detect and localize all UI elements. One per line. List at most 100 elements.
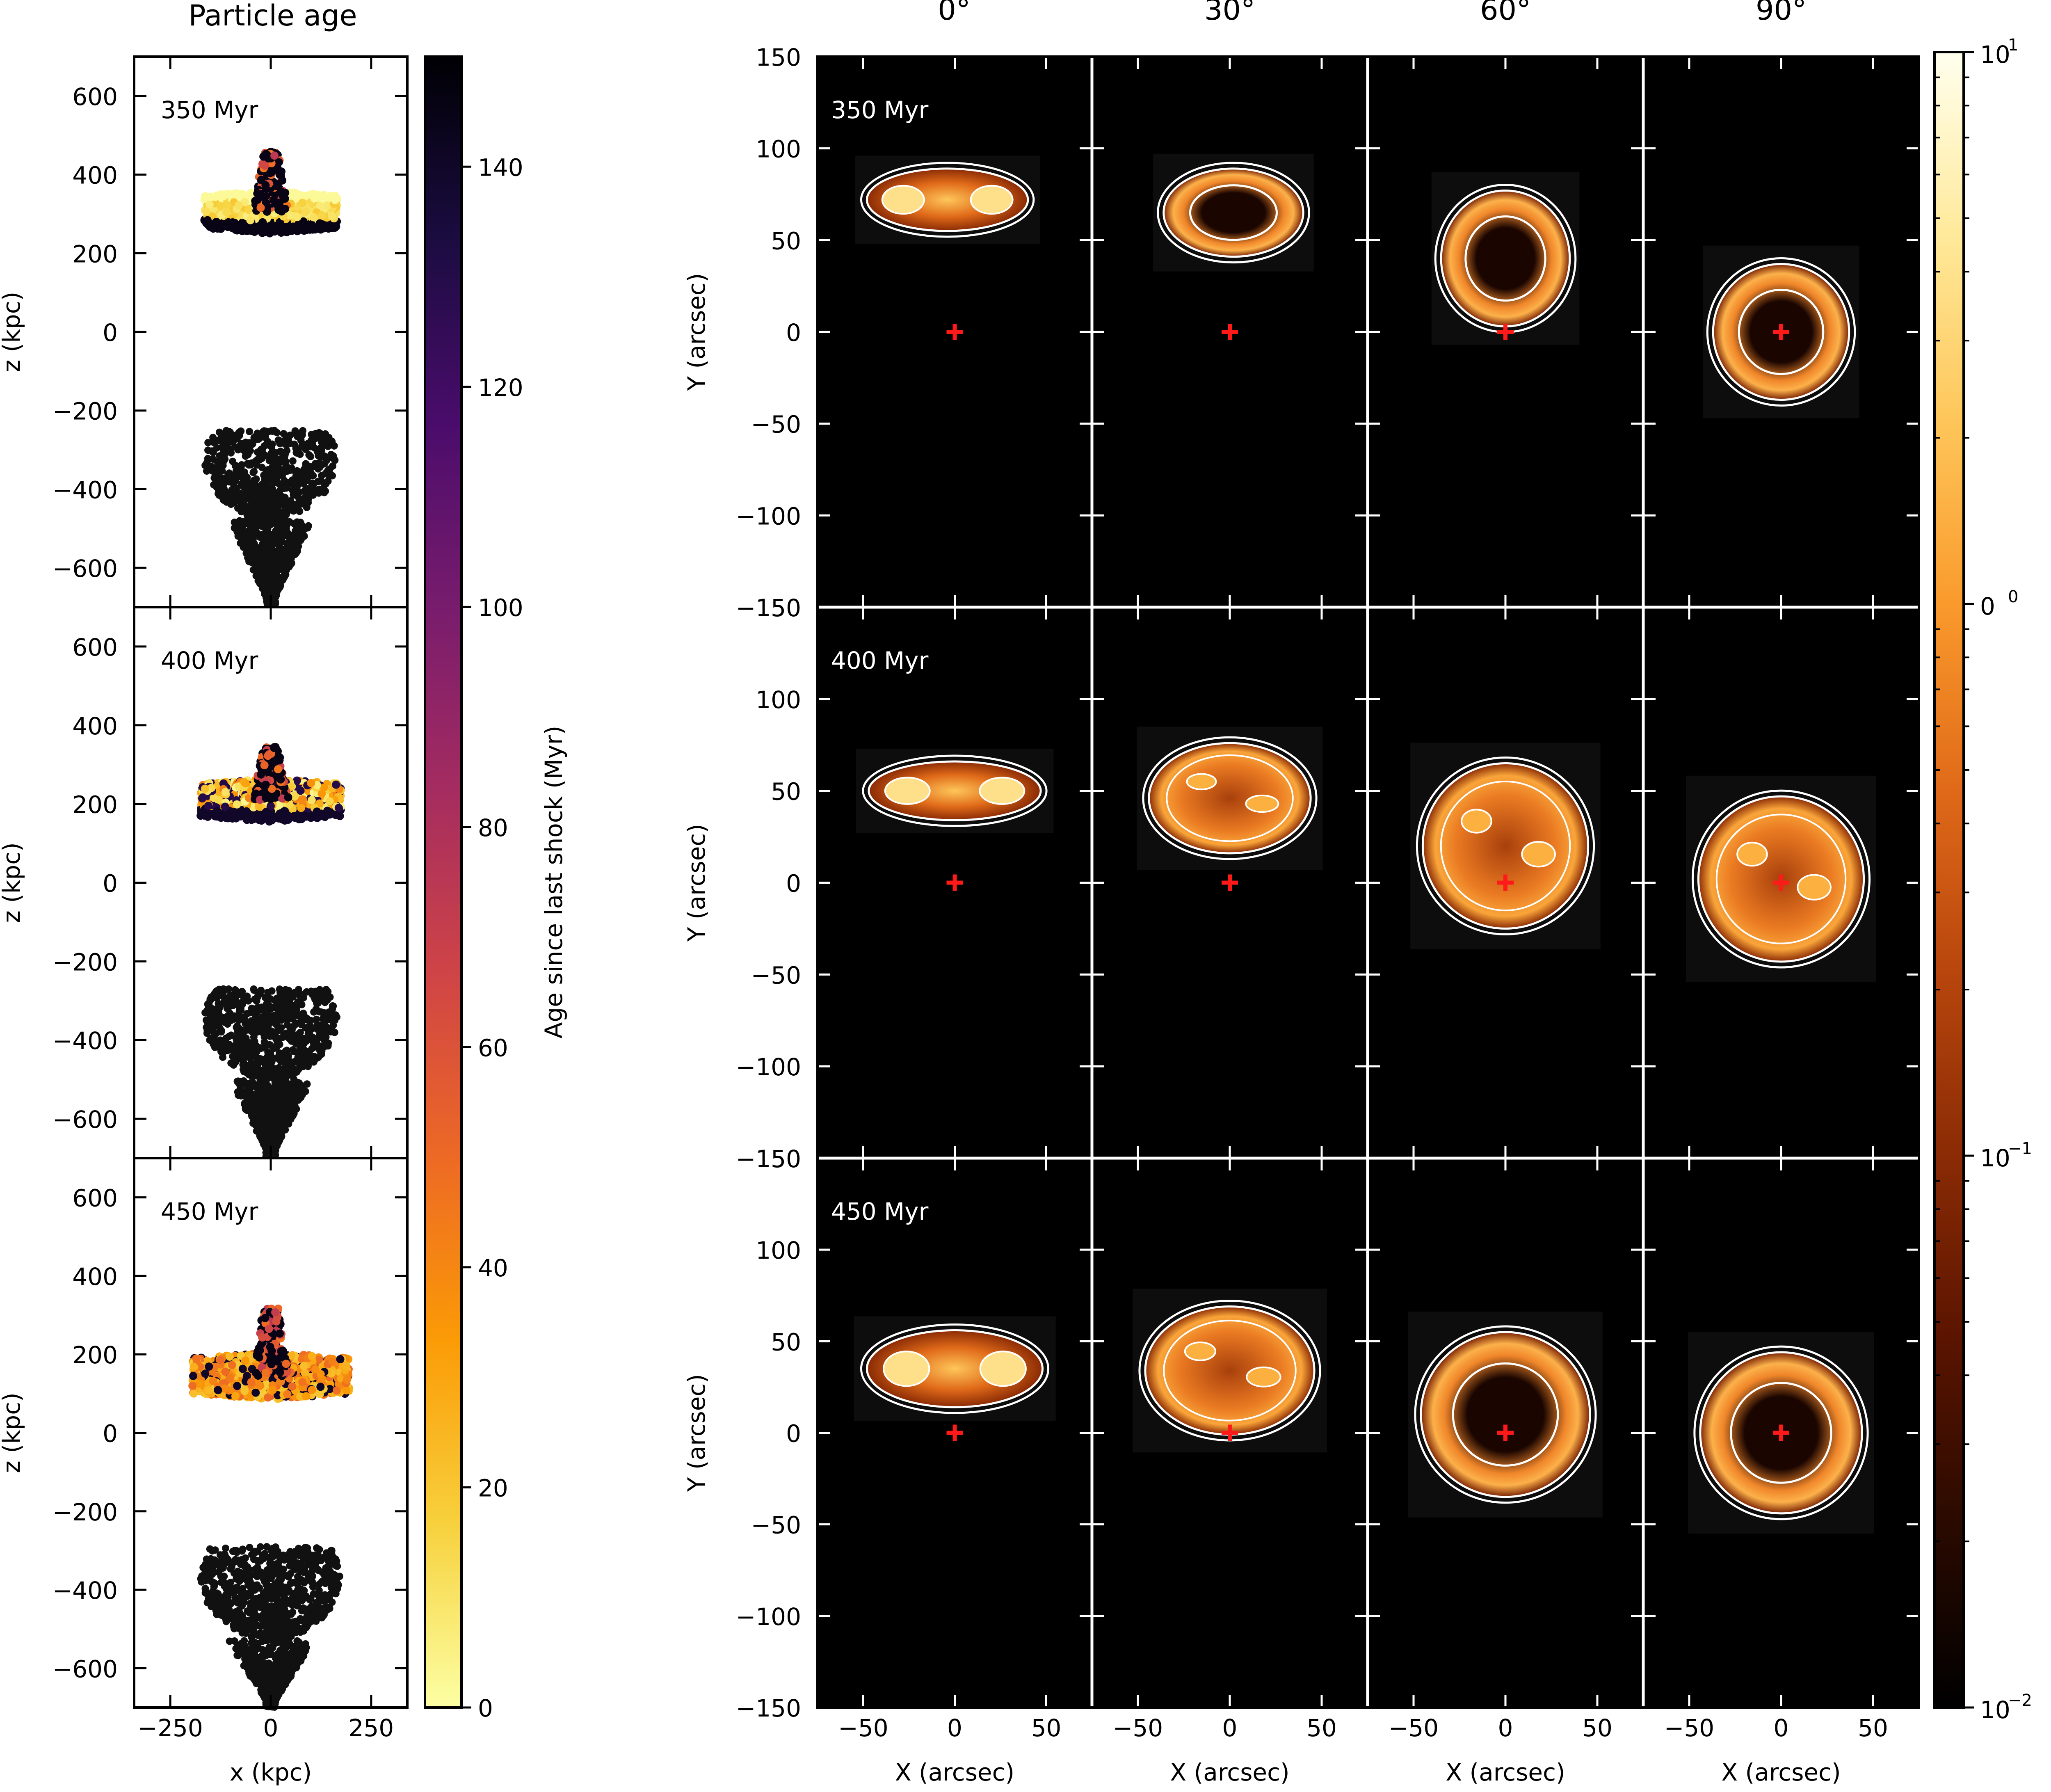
age-panel-1: 400 Myr 600 400 200 0 −200 −400 −600 z (kpc): [0, 606, 409, 1162]
y-tick-label: 100: [756, 686, 801, 714]
x-tick-label: 250: [348, 1714, 394, 1742]
contour-mid: [1440, 780, 1571, 912]
brightness-tick-exponent: −2: [2008, 1691, 2032, 1710]
map-panel-label: 400 Myr: [831, 647, 929, 674]
y-tick-label: −150: [736, 1694, 801, 1722]
y-tick-label: 100: [756, 1237, 801, 1264]
y-tick-label: −150: [736, 594, 801, 622]
y-tick-label: 600: [72, 83, 118, 111]
y-tick-label: −600: [53, 1655, 118, 1683]
x-axis-label: X (arcsec): [1170, 1758, 1289, 1786]
x-tick-label: 50: [1306, 1714, 1337, 1742]
age-colorbar-tick-label: 60: [478, 1034, 508, 1062]
contour-inner: [1464, 215, 1546, 302]
hotspot: [979, 1351, 1027, 1387]
source-emission: [1421, 762, 1590, 930]
y-tick-label: −600: [53, 1106, 118, 1134]
y-tick-label: 400: [72, 712, 118, 740]
brightness-tick-exponent: 1: [2008, 36, 2018, 55]
age-colorbar-tick-label: 40: [478, 1254, 508, 1282]
y-tick-label: 50: [771, 778, 801, 806]
hotspot: [884, 777, 931, 805]
contour-outer: [1416, 757, 1595, 935]
source-emission: [868, 760, 1042, 821]
contour-inner: [1189, 184, 1278, 241]
upper-lobe-particles: [200, 147, 341, 238]
map-panel-r1-c0: 400 Myr: [818, 606, 1092, 1159]
map-panel-r2-c3: [1643, 1157, 1919, 1709]
contour-outer: [860, 1323, 1050, 1414]
y-tick-label: 150: [756, 1145, 801, 1173]
core-marker: [1222, 874, 1238, 891]
x-tick-label: 50: [1031, 1714, 1062, 1742]
core-marker: [1222, 1424, 1238, 1441]
lower-lobe-particles: [201, 427, 339, 611]
y-tick-label: 600: [72, 1184, 118, 1212]
map-panel-r2-c2: [1368, 1157, 1643, 1709]
y-axis-label: Y (arcsec): [683, 273, 710, 391]
y-tick-label: 400: [72, 1263, 118, 1291]
y-tick-label: −50: [751, 961, 801, 989]
y-tick-label: 150: [756, 594, 801, 622]
age-panel-label: 350 Myr: [161, 96, 258, 124]
map-panel-label: 350 Myr: [831, 96, 929, 124]
x-tick-label: −50: [1113, 1714, 1163, 1742]
map-panel-r1-c2: [1368, 606, 1643, 1159]
y-tick-label: 200: [72, 791, 118, 819]
y-tick-label: −50: [751, 411, 801, 439]
y-tick-label: 0: [786, 319, 801, 347]
core-marker: [1773, 324, 1789, 340]
y-tick-label: −200: [53, 398, 118, 425]
x-axis-label: X (arcsec): [1446, 1758, 1565, 1786]
y-tick-label: −600: [53, 555, 118, 583]
age-panel-label: 400 Myr: [161, 647, 258, 674]
particle-age-column: 350 Myr 600 400 200 0 −200 −400 −600 z (kpc) 400 …: [0, 55, 409, 1786]
brightness-tick-base: 10: [1980, 1144, 2010, 1172]
hotspot: [1797, 874, 1832, 901]
y-tick-label: −100: [736, 1603, 801, 1631]
core-marker: [946, 324, 963, 340]
x-tick-label: 50: [1858, 1714, 1888, 1742]
source-emission: [866, 167, 1029, 232]
source-emission: [1163, 167, 1304, 258]
age-colorbar: 0 20 40 60 80 100 120 140 Age since last shock (…: [424, 55, 568, 1722]
core-marker: [1773, 874, 1789, 891]
contour-mid: [1715, 814, 1847, 944]
age-panel-label: 450 Myr: [161, 1198, 258, 1225]
hotspot: [1184, 1342, 1216, 1361]
age-colorbar-tick-label: 20: [478, 1474, 508, 1502]
contour-outer: [860, 162, 1035, 238]
y-tick-label: 0: [103, 1420, 118, 1448]
grid-frame: [816, 55, 1920, 1709]
lower-lobe-particles: [201, 985, 340, 1162]
column-title-30: 30°: [1204, 0, 1255, 27]
source-emission: [1144, 1305, 1316, 1436]
age-panel-2: 450 Myr 600 400 200 0 −200 −400 −600 z (kpc): [0, 1157, 409, 1711]
hotspot: [1461, 809, 1492, 834]
x-tick-label: −50: [1664, 1714, 1714, 1742]
source-emission: [1420, 1331, 1591, 1498]
y-tick-label: 0: [103, 319, 118, 347]
hotspot: [979, 777, 1026, 805]
age-colorbar-tick-label: 80: [478, 814, 508, 842]
age-colorbar-tick-label: 120: [478, 374, 523, 402]
y-tick-label: −400: [53, 1577, 118, 1605]
contour-outer: [1142, 736, 1318, 860]
age-panel-0: 350 Myr 600 400 200 0 −200 −400 −600 z (kpc): [0, 55, 409, 611]
y-axis-label: z (kpc): [0, 292, 25, 372]
x-axis-label: X (arcsec): [895, 1758, 1014, 1786]
core-marker: [1497, 874, 1514, 891]
x-tick-label: 50: [1582, 1714, 1612, 1742]
map-panel-label: 450 Myr: [831, 1198, 929, 1225]
contour-outer: [1414, 1325, 1597, 1504]
y-tick-label: −400: [53, 476, 118, 504]
y-tick-label: 0: [786, 1420, 801, 1448]
age-colorbar-bar: [424, 55, 463, 1709]
map-panel-r1-c3: [1643, 606, 1919, 1159]
contour-mid: [1163, 1319, 1297, 1422]
hotspot: [1186, 773, 1217, 791]
core-marker: [946, 874, 963, 891]
core-marker: [1497, 1424, 1514, 1441]
hotspot: [881, 185, 925, 215]
